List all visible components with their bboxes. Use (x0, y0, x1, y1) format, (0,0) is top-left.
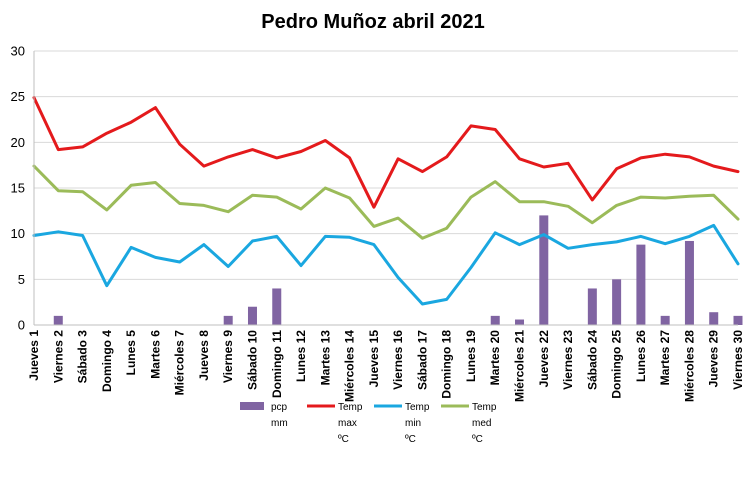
precipitation-bars (53, 215, 743, 325)
precipitation-bar (684, 240, 694, 325)
precipitation-bar (490, 315, 500, 325)
legend-label: Temp max ºC (338, 402, 363, 445)
x-tick-label: Jueves 29 (707, 330, 721, 388)
x-tick-label: Viernes 2 (51, 330, 65, 383)
y-tick-label: 10 (11, 226, 25, 241)
precipitation-bar (53, 315, 63, 325)
x-tick-label: Miércoles 14 (343, 330, 357, 402)
y-axis-ticks: 0 5 10 15 20 25 30 (11, 44, 25, 333)
precipitation-bar (247, 306, 257, 325)
temperature-series-line (32, 96, 740, 209)
axes (33, 51, 738, 326)
x-tick-label: Domingo 4 (100, 330, 114, 392)
precipitation-bar (587, 288, 597, 325)
legend-label: pcp mm (271, 402, 288, 429)
gridlines (34, 50, 738, 280)
x-tick-label: Miércoles 21 (513, 330, 527, 402)
x-tick-label: Viernes 30 (731, 330, 745, 390)
y-tick-label: 20 (11, 135, 25, 150)
precipitation-bar (733, 315, 743, 325)
precipitation-bar (636, 244, 646, 325)
x-axis-ticks: Jueves 1 Viernes 2 Sábado 3 Domingo 4 Lunes … (27, 330, 745, 402)
legend-label: Temp med ºC (472, 402, 497, 445)
x-tick-label: Martes 27 (658, 330, 672, 386)
precipitation-bar (515, 319, 525, 325)
x-tick-label: Lunes 12 (294, 330, 308, 382)
precipitation-bar (539, 215, 549, 325)
precipitation-bar (660, 315, 670, 325)
legend-label: Temp min ºC (405, 402, 430, 445)
x-tick-label: Lunes 19 (464, 330, 478, 382)
x-tick-label: Jueves 15 (367, 330, 381, 388)
y-tick-label: 15 (11, 181, 25, 196)
x-tick-label: Jueves 22 (537, 330, 551, 388)
precipitation-bar (223, 315, 233, 325)
x-tick-label: Sábado 3 (76, 330, 90, 384)
x-tick-label: Sábado 10 (245, 330, 259, 390)
precipitation-bar (612, 279, 622, 325)
x-tick-label: Sábado 24 (585, 330, 599, 390)
temperature-series-line (32, 164, 740, 240)
x-tick-label: Domingo 18 (440, 330, 454, 399)
y-tick-label: 5 (18, 272, 25, 287)
legend: pcp mm Temp max ºC Temp min ºC Temp med ºC (240, 402, 497, 445)
x-tick-label: Viernes 9 (221, 330, 235, 383)
y-tick-label: 30 (11, 44, 25, 59)
x-tick-label: Lunes 26 (634, 330, 648, 382)
x-tick-label: Viernes 23 (561, 330, 575, 390)
precipitation-bar (272, 288, 282, 325)
temperature-lines (32, 96, 740, 306)
y-tick-label: 0 (18, 318, 25, 333)
x-tick-label: Jueves 1 (27, 330, 41, 381)
x-tick-label: Jueves 8 (197, 330, 211, 381)
legend-swatch-precipitation (240, 402, 264, 410)
chart-title: Pedro Muñoz abril 2021 (261, 11, 484, 33)
x-tick-label: Martes 13 (318, 330, 332, 386)
x-tick-label: Martes 6 (148, 330, 162, 379)
x-tick-label: Domingo 25 (610, 330, 624, 399)
x-tick-label: Viernes 16 (391, 330, 405, 390)
x-tick-label: Domingo 11 (270, 330, 284, 398)
y-tick-label: 25 (11, 89, 25, 104)
x-tick-label: Miércoles 28 (682, 330, 696, 402)
x-tick-label: Lunes 5 (124, 330, 138, 376)
x-tick-label: Miércoles 7 (173, 330, 187, 396)
temperature-series-line (32, 223, 740, 306)
x-tick-label: Sábado 17 (415, 330, 429, 390)
precipitation-bar (709, 312, 719, 325)
x-tick-label: Martes 20 (488, 330, 502, 386)
